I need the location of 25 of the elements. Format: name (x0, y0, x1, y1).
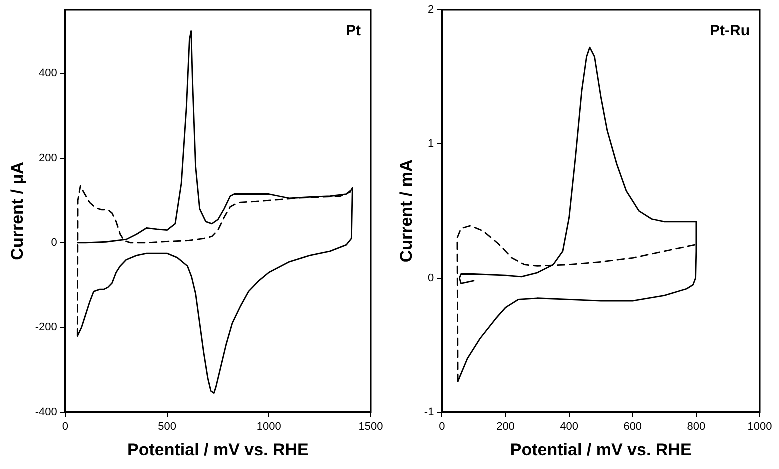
y-tick-label: 400 (39, 68, 58, 80)
x-tick-label: 200 (496, 421, 515, 434)
x-tick-label: 1000 (748, 421, 772, 434)
x-tick-label: 1000 (256, 421, 282, 434)
y-tick-label: -200 (35, 322, 58, 334)
x-tick-label: 600 (624, 421, 642, 434)
y-tick-label: 1 (428, 138, 434, 150)
y-axis-title: Current / μA (8, 162, 27, 260)
y-tick-label: 0 (51, 237, 58, 249)
x-tick-label: 1500 (358, 421, 384, 434)
annotation: Pt-Ru (710, 22, 750, 40)
annotation: Pt (346, 22, 362, 40)
y-tick-label: -400 (35, 406, 58, 418)
x-tick-label: 500 (158, 421, 176, 434)
x-tick-label: 0 (439, 421, 446, 434)
x-tick-label: 800 (687, 421, 706, 434)
y-axis-title: Current / mA (396, 160, 416, 263)
y-tick-label: 0 (428, 272, 434, 284)
y-tick-label: 2 (428, 4, 434, 16)
y-tick-label: -1 (424, 406, 434, 418)
x-tick-label: 400 (560, 421, 578, 434)
x-tick-label: 0 (62, 421, 68, 434)
y-tick-label: 200 (39, 152, 58, 164)
x-axis-title: Potential / mV vs. RHE (128, 440, 309, 460)
x-axis-title: Potential / mV vs. RHE (510, 440, 692, 460)
